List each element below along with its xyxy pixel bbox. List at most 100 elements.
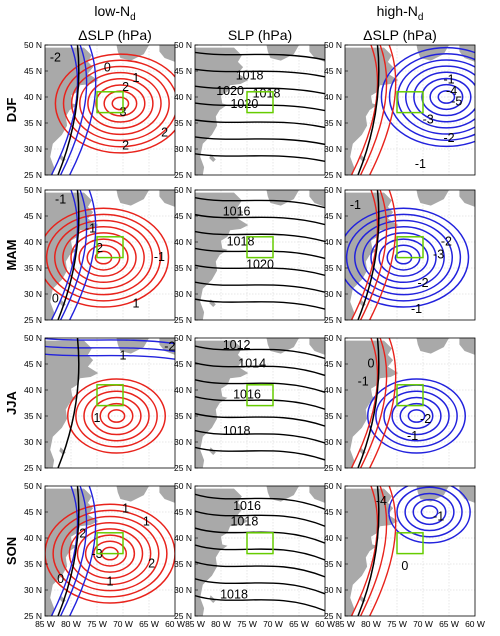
lat-tick-label: 40 N [24, 385, 42, 395]
contour-line [195, 102, 325, 112]
region-box [246, 236, 274, 259]
contour-line [107, 409, 126, 423]
contour-line [359, 338, 388, 468]
contour-line [420, 505, 439, 519]
lat-tick-label: 40 N [174, 92, 192, 102]
lat-tick-label: 35 N [24, 118, 42, 128]
zero-contour [357, 338, 380, 468]
lon-tick-label: 85 W [185, 619, 205, 629]
contour-line [345, 213, 462, 302]
contour-line [54, 219, 153, 296]
lat-tick-label: 35 N [324, 411, 342, 421]
region-box [246, 384, 274, 407]
lat-tick-label: 35 N [174, 263, 192, 273]
contour-line [345, 207, 470, 308]
lat-tick-label: 45 N [24, 66, 42, 76]
contour-label: -2 [441, 234, 452, 248]
contour-line [350, 45, 379, 175]
lat-tick-label: 35 N [24, 559, 42, 569]
lon-tick-label: 75 W [237, 619, 257, 629]
contour-line [195, 136, 325, 146]
contour-line [195, 68, 325, 78]
lat-tick-label: 25 N [324, 611, 342, 621]
lat-tick-label: 35 N [174, 559, 192, 569]
zero-contour [357, 45, 380, 175]
lat-tick-label: 45 N [24, 359, 42, 369]
contour-line [195, 493, 325, 510]
lat-tick-label: 50 N [174, 333, 192, 343]
contour-line [195, 412, 325, 427]
contour-line [69, 190, 97, 320]
lat-tick-label: 25 N [24, 170, 42, 180]
contour-line [69, 486, 97, 616]
lat-tick-label: 40 N [324, 92, 342, 102]
row-label-mam: MAM [4, 239, 19, 270]
contour-line [69, 45, 97, 175]
region-box [396, 384, 424, 407]
col3-header-line1: high-Nd [377, 3, 424, 23]
lon-tick-label: 65 W [289, 619, 309, 629]
lat-tick-label: 40 N [174, 533, 192, 543]
panel-frame [44, 337, 176, 469]
contour-label: 2 [161, 126, 168, 140]
lat-tick-label: 45 N [324, 507, 342, 517]
contour-line [378, 238, 429, 277]
land [266, 486, 299, 502]
contour-line [413, 71, 475, 123]
contour-line [60, 515, 160, 592]
contour-line [412, 498, 447, 526]
col1-header-line1: low-Nd [94, 3, 135, 23]
contour-label: -1 [358, 374, 369, 388]
lon-tick-label: 60 W [165, 619, 185, 629]
lat-tick-label: 45 N [174, 66, 192, 76]
contour-line [195, 396, 325, 410]
contour-line [59, 486, 88, 616]
contour-line [437, 90, 456, 104]
lon-tick-label: 80 W [61, 619, 81, 629]
lat-tick-label: 25 N [174, 170, 192, 180]
lat-tick-label: 40 N [24, 92, 42, 102]
contour-line [195, 578, 325, 595]
land [195, 47, 249, 175]
lat-tick-label: 25 N [24, 611, 42, 621]
lat-tick-label: 45 N [324, 359, 342, 369]
contour-line [195, 345, 325, 360]
col3-header-line2: ΔSLP (hPa) [363, 27, 437, 43]
zero-contour [57, 338, 80, 468]
contour-line [359, 190, 388, 320]
contour-line [45, 353, 175, 360]
contour-line [59, 45, 88, 175]
contour-line [388, 486, 471, 544]
contour-label: -1 [407, 429, 418, 443]
contour-line [405, 65, 475, 129]
lat-tick-label: 35 N [324, 559, 342, 569]
contour-line [195, 230, 325, 243]
contour-line [45, 338, 175, 345]
contour-line [195, 446, 325, 461]
contour-line [350, 338, 379, 468]
contour-label: 1 [122, 502, 129, 516]
contour-label: 1020 [216, 84, 244, 98]
region-box [396, 532, 424, 555]
contour-line [380, 46, 475, 148]
lon-tick-label: 80 W [211, 619, 231, 629]
contour-line [84, 534, 136, 573]
land [195, 192, 249, 320]
lat-tick-label: 25 N [24, 463, 42, 473]
region-box [96, 532, 124, 555]
contour-label: 1014 [238, 356, 266, 370]
lat-tick-label: 35 N [24, 263, 42, 273]
contour-line [195, 561, 325, 578]
contour-label: 2 [148, 556, 155, 570]
lat-tick-label: 40 N [174, 237, 192, 247]
land [195, 488, 249, 616]
lat-tick-label: 50 N [24, 185, 42, 195]
contour-label: 1020 [230, 97, 258, 111]
zero-contour [57, 45, 80, 175]
lat-tick-label: 25 N [174, 611, 192, 621]
lat-tick-label: 30 N [324, 437, 342, 447]
region-box [396, 91, 424, 114]
